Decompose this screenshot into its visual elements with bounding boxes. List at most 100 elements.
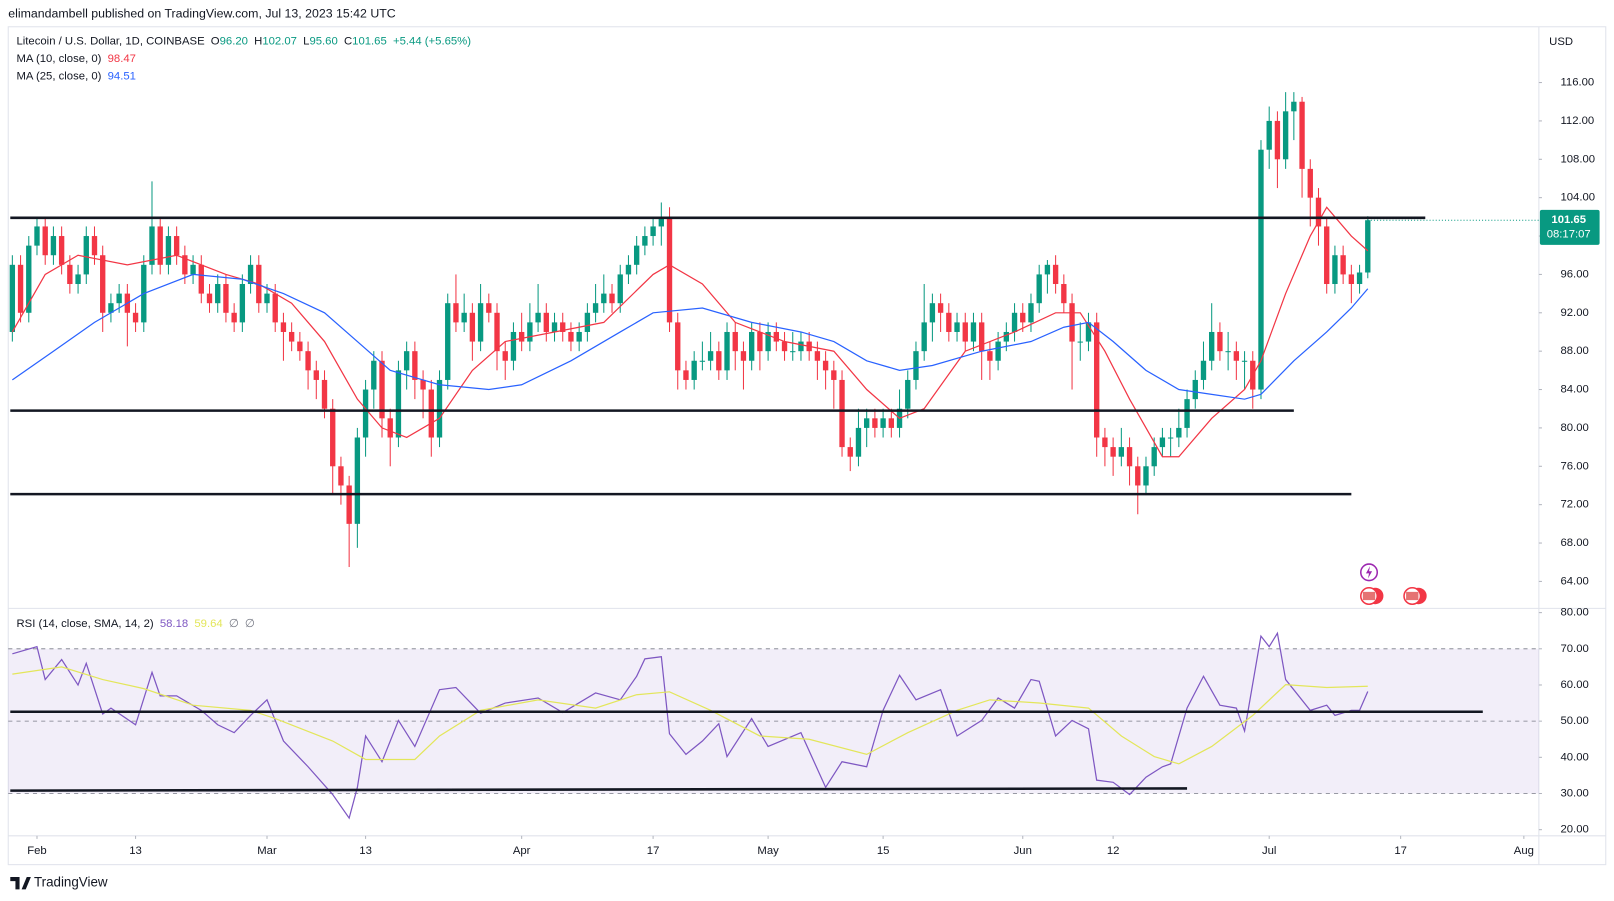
candle-body <box>387 418 393 438</box>
candle-body <box>781 341 788 352</box>
candle-body <box>650 226 656 237</box>
candle-body <box>1266 120 1272 150</box>
candle-body <box>814 351 821 361</box>
series-line <box>11 273 1369 400</box>
candle-body <box>658 216 664 227</box>
candle-body <box>740 351 747 361</box>
y-tick-label: 40.00 <box>1560 751 1588 763</box>
legend-extra: ∅ <box>244 617 255 630</box>
candle-body <box>1159 437 1166 448</box>
candle-body <box>215 284 221 304</box>
candle-body <box>1167 437 1174 439</box>
candle-body <box>839 379 845 448</box>
candle-body <box>954 322 960 332</box>
candle-body <box>305 351 311 371</box>
candle-body <box>1282 111 1289 160</box>
candle-body <box>872 418 878 428</box>
candle-body <box>223 284 229 313</box>
x-tick-label: Apr <box>513 845 531 857</box>
candle-body <box>913 351 919 380</box>
currency-label: USD <box>1549 36 1573 48</box>
candle-body <box>67 264 73 285</box>
legend-name: MA (25, close, 0) <box>16 69 102 83</box>
ohlc-key: C <box>343 34 353 48</box>
countdown-label: 08:17:07 <box>1547 229 1591 241</box>
candle-body <box>592 303 599 313</box>
candle-body <box>691 360 697 380</box>
y-tick-label: 72.00 <box>1560 499 1588 511</box>
candle-body <box>831 370 837 380</box>
y-tick-label: 60.00 <box>1560 679 1588 691</box>
candle-body <box>1102 437 1108 448</box>
candle-body <box>83 236 89 275</box>
ohlc-entry: O96.20 <box>211 33 248 50</box>
y-tick-label: 30.00 <box>1560 787 1588 799</box>
candle-body <box>880 418 886 428</box>
ohlc-value: 95.60 <box>309 34 338 48</box>
candle-body <box>1324 226 1330 285</box>
candle-body <box>1176 427 1182 438</box>
candle-body <box>666 216 673 323</box>
candle-body <box>790 351 796 353</box>
y-tick-label: 80.00 <box>1560 607 1588 619</box>
x-tick-label: 13 <box>129 845 142 857</box>
y-tick-label: 84.00 <box>1560 384 1588 396</box>
candle-body <box>428 389 434 438</box>
candle-body <box>231 312 237 323</box>
x-tick-label: Feb <box>27 845 47 857</box>
candle-body <box>946 312 952 332</box>
candle-body <box>132 312 139 323</box>
candle-body <box>584 312 591 332</box>
candle-body <box>617 274 623 304</box>
event-icon-glyph <box>1365 566 1373 579</box>
ohlc-key: L <box>303 34 310 48</box>
candle-body <box>995 341 1001 361</box>
candle-body <box>313 370 319 380</box>
candle-body <box>560 322 566 332</box>
legend-value: 94.51 <box>107 69 136 83</box>
trendline <box>10 787 1188 792</box>
candle-body <box>469 312 476 342</box>
candle-body <box>527 322 533 342</box>
candle-body <box>198 264 204 294</box>
candle-body <box>42 226 48 256</box>
y-tick-label: 112.00 <box>1560 115 1594 127</box>
candle-body <box>683 370 689 380</box>
candle-body <box>732 331 738 352</box>
x-tick-label: 17 <box>1394 845 1407 857</box>
candle-body <box>477 303 484 342</box>
y-tick-label: 64.00 <box>1560 575 1588 587</box>
candle-body <box>272 293 278 323</box>
candle-body <box>58 236 65 265</box>
flag-glyph <box>1362 591 1376 601</box>
candle-body <box>1028 303 1034 323</box>
legend-row: Litecoin / U.S. Dollar, 1D, COINBASE O96.… <box>16 33 471 50</box>
candle-body <box>75 274 81 285</box>
y-tick-label: 116.00 <box>1560 77 1594 89</box>
candle-body <box>987 351 993 361</box>
candle-body <box>1233 351 1240 361</box>
candle-body <box>149 226 155 265</box>
event-icons <box>1360 563 1427 605</box>
candle-body <box>9 264 16 332</box>
candle-body <box>699 360 706 362</box>
brand-name: TradingView <box>34 875 108 890</box>
legend-title: RSI (14, close, SMA, 14, 2) <box>16 617 154 630</box>
change-value: +5.44 (+5.65%) <box>392 34 472 48</box>
legend-row: MA (25, close, 0) 94.51 <box>16 68 471 85</box>
candle-body <box>1307 168 1313 198</box>
last-price-label: 101.65 <box>1551 214 1586 226</box>
candle-body <box>609 293 615 304</box>
candle-body <box>445 303 451 380</box>
candle-body <box>182 255 188 275</box>
candle-body <box>642 236 648 246</box>
y-tick-label: 70.00 <box>1560 643 1588 655</box>
candle-body <box>100 255 106 313</box>
candle-body <box>1225 351 1231 353</box>
candle-body <box>625 264 632 275</box>
candle-body <box>601 293 607 304</box>
candle-body <box>1118 447 1125 457</box>
candle-body <box>371 360 377 390</box>
